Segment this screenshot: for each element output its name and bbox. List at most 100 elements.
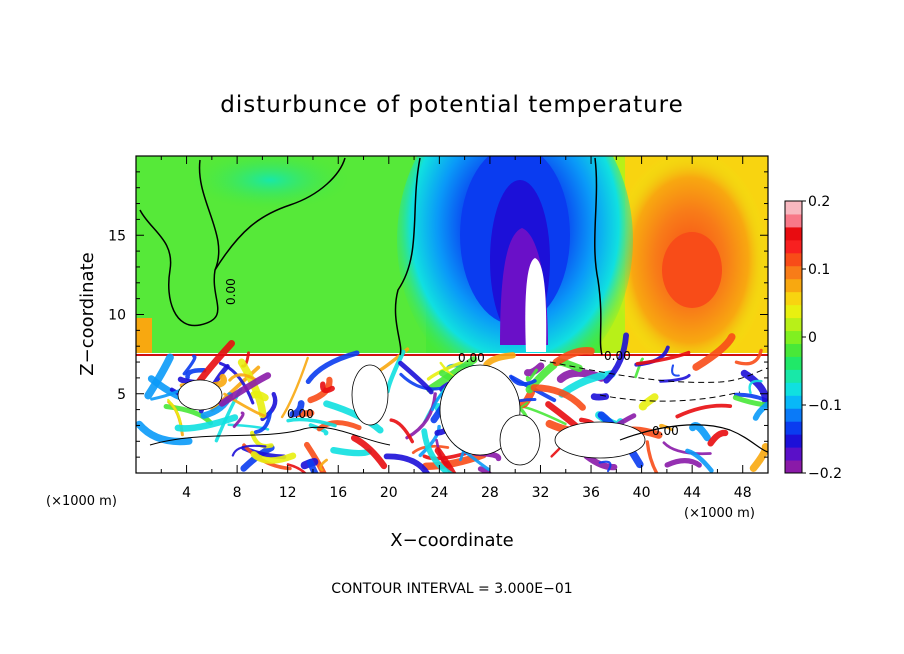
turbulence-streak xyxy=(232,411,245,429)
turbulence-streak xyxy=(524,362,545,377)
left-edge-warm xyxy=(136,318,152,358)
lower-white-cell xyxy=(499,414,541,466)
turbulence-streak xyxy=(659,374,691,383)
x-tick-label: 4 xyxy=(182,485,191,501)
turbulence-streak xyxy=(306,459,319,473)
y-axis-title: Z−coordinate xyxy=(77,252,98,375)
lower-white-cell xyxy=(177,379,223,411)
chart-title: disturbunce of potential temperature xyxy=(220,92,684,118)
turbulence-streak xyxy=(231,444,267,457)
turbulence-streak xyxy=(530,384,586,411)
turbulence-streak xyxy=(692,333,736,371)
turbulence-streak xyxy=(289,400,305,418)
colorbar-swatch xyxy=(785,369,802,383)
turbulence-streak xyxy=(749,443,768,472)
turbulence-streak xyxy=(603,332,629,384)
turbulence-streak xyxy=(638,393,659,411)
turbulence-streak xyxy=(418,424,441,458)
y-tick-label: 15 xyxy=(108,228,126,244)
turbulence-streak xyxy=(434,447,457,473)
contour-interval-text: CONTOUR INTERVAL = 3.000E−01 xyxy=(331,581,572,597)
turbulence-streak xyxy=(253,410,272,434)
lower-white-cell xyxy=(554,421,646,459)
y-tick-label: 5 xyxy=(117,387,126,403)
warm-max xyxy=(662,232,722,308)
colorbar-swatch xyxy=(785,447,802,461)
turbulence-streak xyxy=(748,379,763,394)
colorbar-swatch xyxy=(785,304,802,319)
turbulence-streak xyxy=(675,403,733,419)
turbulence-streak xyxy=(136,420,193,446)
turbulence-streak xyxy=(583,453,618,471)
upper-left-cyan-patch xyxy=(190,156,350,210)
colorbar-swatch xyxy=(785,408,802,422)
turbulence-streak xyxy=(398,360,434,395)
colorbar-swatch xyxy=(785,356,802,370)
turbulence-streak xyxy=(707,429,729,447)
x-tick-label: 48 xyxy=(734,485,752,501)
plot-field xyxy=(136,156,768,473)
x-tick-label: 40 xyxy=(633,485,651,501)
x-tick-label: 12 xyxy=(279,485,297,501)
cold-plume-white xyxy=(525,258,547,352)
colorbar-swatch xyxy=(785,421,802,435)
colorbar-swatch xyxy=(785,317,802,332)
turbulence-streak xyxy=(330,447,372,457)
turbulence-streak xyxy=(185,368,207,380)
contour-zero-upper xyxy=(214,157,346,271)
turbulence-streak xyxy=(308,423,329,436)
colorbar-swatch xyxy=(785,213,802,228)
x-tick-label: 44 xyxy=(683,485,701,501)
turbulence-streak xyxy=(477,466,493,473)
colorbar-swatch xyxy=(785,291,802,306)
colorbar-tick-label: −0.2 xyxy=(808,466,842,482)
turbulence-streak xyxy=(286,417,337,428)
turbulence-streak xyxy=(590,393,610,401)
colorbar-tick-label: −0.1 xyxy=(808,398,842,414)
turbulence-streak xyxy=(645,440,659,473)
colorbar-swatch xyxy=(785,252,802,267)
colorbar: 0.2 0.1 0 −0.1 −0.2 xyxy=(784,194,842,482)
turbulence-streak xyxy=(218,361,255,405)
x-tick-label: 20 xyxy=(380,485,398,501)
x-tick-label: 16 xyxy=(329,485,347,501)
turbulence-streak xyxy=(509,374,537,386)
y-tick-label: 10 xyxy=(108,308,126,324)
turbulence-streak xyxy=(671,364,680,377)
x-axis-title: X−coordinate xyxy=(390,530,513,551)
colorbar-swatch xyxy=(785,226,802,241)
lower-white-cell xyxy=(439,364,521,456)
x-tick-label: 8 xyxy=(233,485,242,501)
turbulence-streak xyxy=(752,400,768,421)
x-axis: 4 8 12 16 20 24 28 32 36 40 44 48 xyxy=(160,156,752,501)
contour-zero-left xyxy=(139,159,220,327)
turbulence-streak xyxy=(659,423,674,432)
turbulence-streak xyxy=(664,458,702,468)
y-axis: 5 10 15 xyxy=(108,171,768,458)
turbulence-streak xyxy=(237,358,267,419)
contour-lower-2 xyxy=(619,424,768,453)
turbulence-streak xyxy=(685,448,714,473)
colorbar-swatch xyxy=(785,265,802,280)
turbulence-streak xyxy=(350,434,388,470)
turbulence-streak xyxy=(689,422,711,442)
contour-label: 0.00 xyxy=(287,407,314,421)
colorbar-swatch xyxy=(785,330,802,344)
contour-label: 0.00 xyxy=(604,349,631,363)
x-axis-unit-right: (×1000 m) xyxy=(684,506,755,521)
turbulence-streak xyxy=(319,458,328,472)
turbulence-streak xyxy=(210,365,261,412)
turbulence-streak xyxy=(483,352,516,368)
colorbar-swatch xyxy=(785,343,802,357)
turbulence-streak xyxy=(227,423,270,431)
turbulence-streak xyxy=(598,460,612,473)
turbulence-streak xyxy=(167,398,182,428)
turbulence-streak xyxy=(250,430,274,449)
turbulence-streak xyxy=(144,353,174,400)
turbulence-streak xyxy=(426,356,478,393)
turbulence-streak xyxy=(552,347,595,367)
contour-zero-plume-right xyxy=(594,157,603,356)
turbulence-streak xyxy=(182,354,197,376)
turbulence-streak xyxy=(250,451,297,464)
x-axis-unit-left: (×1000 m) xyxy=(46,494,117,509)
